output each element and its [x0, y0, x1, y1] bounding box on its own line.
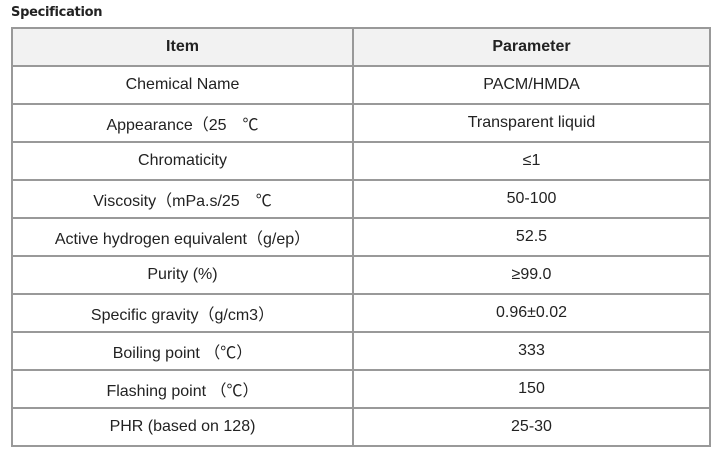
parameter-cell: 333: [352, 331, 711, 371]
parameter-cell: 25-30: [352, 407, 711, 447]
table-row: Active hydrogen equivalent（g/ep） 52.5: [11, 217, 711, 257]
item-cell: Appearance（25 ℃: [11, 103, 354, 143]
parameter-cell: ≤1: [352, 141, 711, 181]
item-cell: Chromaticity: [11, 141, 354, 181]
table-row: Boiling point （℃） 333: [11, 331, 711, 371]
table-header-row: Item Parameter: [11, 27, 711, 67]
item-cell: Active hydrogen equivalent（g/ep）: [11, 217, 354, 257]
parameter-cell: 150: [352, 369, 711, 409]
header-item: Item: [11, 27, 354, 67]
item-cell: PHR (based on 128): [11, 407, 354, 447]
parameter-cell: ≥99.0: [352, 255, 711, 295]
parameter-cell: 52.5: [352, 217, 711, 257]
parameter-cell: PACM/HMDA: [352, 65, 711, 105]
table-row: Specific gravity（g/cm3） 0.96±0.02: [11, 293, 711, 333]
section-title: Specification: [11, 5, 103, 20]
table-row: PHR (based on 128) 25-30: [11, 407, 711, 447]
item-cell: Flashing point （℃）: [11, 369, 354, 409]
parameter-cell: 50-100: [352, 179, 711, 219]
item-cell: Viscosity（mPa.s/25 ℃: [11, 179, 354, 219]
item-cell: Boiling point （℃）: [11, 331, 354, 371]
item-cell: Chemical Name: [11, 65, 354, 105]
specification-table: Item Parameter Chemical Name PACM/HMDA App…: [11, 27, 711, 447]
header-parameter: Parameter: [352, 27, 711, 67]
parameter-cell: Transparent liquid: [352, 103, 711, 143]
table-row: Purity (%) ≥99.0: [11, 255, 711, 295]
table-row: Viscosity（mPa.s/25 ℃ 50-100: [11, 179, 711, 219]
item-cell: Specific gravity（g/cm3）: [11, 293, 354, 333]
table-row: Chromaticity ≤1: [11, 141, 711, 181]
item-cell: Purity (%): [11, 255, 354, 295]
parameter-cell: 0.96±0.02: [352, 293, 711, 333]
table-row: Appearance（25 ℃ Transparent liquid: [11, 103, 711, 143]
table-row: Chemical Name PACM/HMDA: [11, 65, 711, 105]
table-row: Flashing point （℃） 150: [11, 369, 711, 409]
